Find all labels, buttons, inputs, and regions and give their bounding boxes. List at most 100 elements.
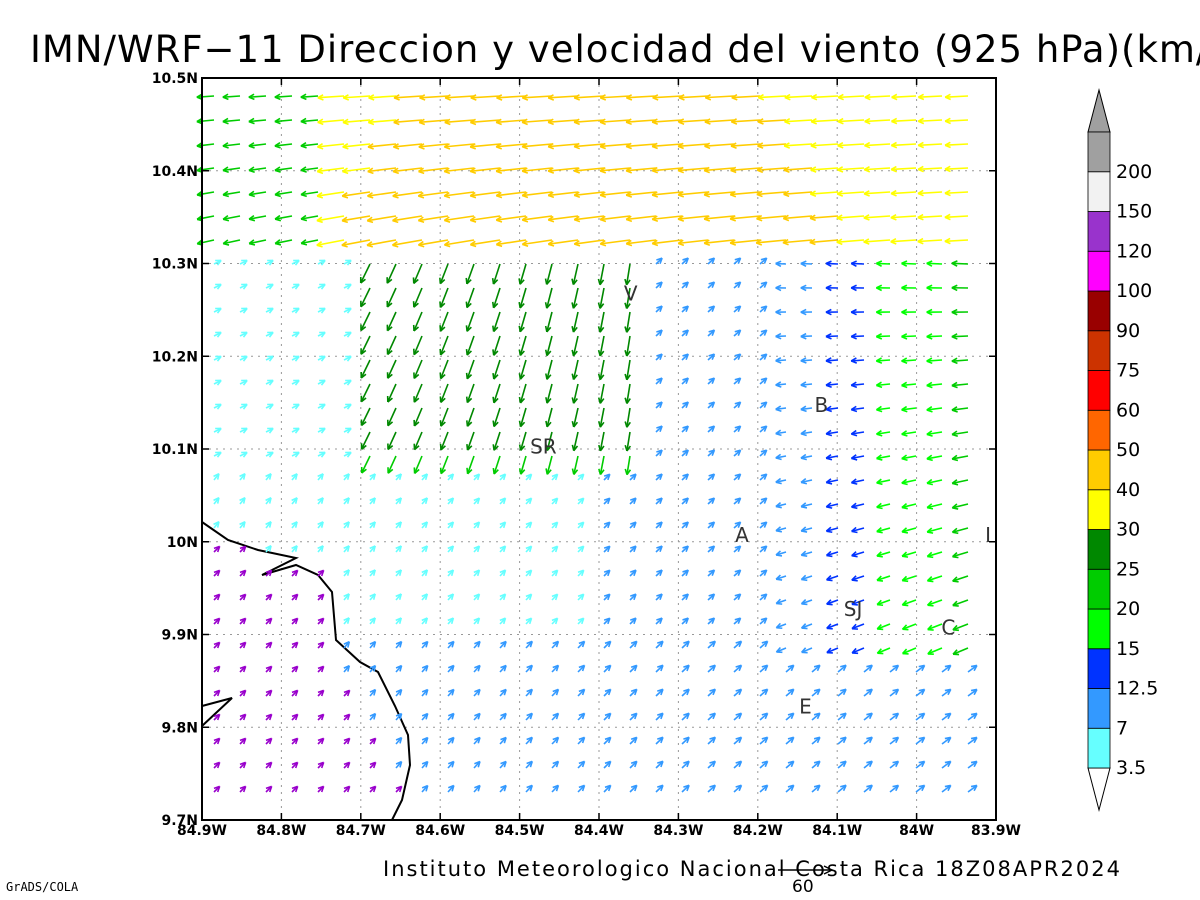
wind-vector xyxy=(274,117,293,125)
wind-vector xyxy=(678,94,709,101)
wind-vector xyxy=(759,281,768,289)
wind-vector xyxy=(412,287,423,308)
wind-vector xyxy=(343,259,352,266)
wind-vector xyxy=(444,118,475,126)
wind-vector xyxy=(755,239,787,246)
wind-vector xyxy=(599,191,631,198)
wind-vector xyxy=(547,142,579,150)
wind-vector xyxy=(368,94,397,101)
colorbar-swatch xyxy=(1087,131,1111,173)
wind-vector xyxy=(681,281,689,289)
wind-vector xyxy=(521,239,553,247)
wind-vector xyxy=(547,215,579,223)
wind-vector xyxy=(901,260,917,267)
wind-vector xyxy=(825,405,839,413)
wind-vector xyxy=(951,333,969,340)
wind-vector xyxy=(469,143,501,150)
wind-vector xyxy=(875,284,891,292)
wind-vector xyxy=(518,311,527,333)
wind-vector xyxy=(917,213,943,221)
wind-vector xyxy=(392,215,423,224)
wind-vector xyxy=(729,215,761,222)
wind-vector xyxy=(213,259,222,266)
wind-vector xyxy=(837,117,865,125)
wind-vector xyxy=(495,239,527,248)
wind-vector xyxy=(891,93,917,101)
wind-vector xyxy=(469,118,501,126)
wind-vector xyxy=(492,311,501,333)
colorbar-label: 75 xyxy=(1116,360,1140,382)
wind-vector xyxy=(625,94,657,101)
wind-vector xyxy=(291,331,300,338)
wind-vector xyxy=(222,117,241,125)
wind-vector xyxy=(775,332,787,340)
colorbar-swatch xyxy=(1087,727,1111,769)
wind-vector xyxy=(782,238,813,246)
wind-vector xyxy=(343,283,352,290)
wind-vector xyxy=(495,142,527,150)
wind-vector xyxy=(775,284,787,292)
wind-vector xyxy=(655,377,663,385)
wind-vector xyxy=(759,257,768,265)
wind-vector xyxy=(213,283,222,290)
wind-vector xyxy=(518,359,527,380)
coastline xyxy=(201,521,412,821)
wind-vector xyxy=(386,383,397,403)
colorbar-swatch xyxy=(1087,370,1111,411)
reference-vector-label: 60 xyxy=(792,877,814,897)
wind-vector xyxy=(465,287,475,309)
wind-vector xyxy=(651,215,683,223)
colorbar-swatch xyxy=(1087,171,1111,212)
wind-vector xyxy=(875,260,891,267)
wind-vector xyxy=(545,383,553,404)
wind-vector xyxy=(729,239,761,246)
wind-vector xyxy=(466,407,475,427)
wind-vector xyxy=(890,141,917,149)
wind-vector xyxy=(545,407,553,428)
wind-vector xyxy=(367,191,397,199)
wind-vector xyxy=(703,190,735,198)
wind-vector xyxy=(317,307,326,314)
wind-vector xyxy=(759,401,768,409)
colorbar-label: 15 xyxy=(1116,638,1140,660)
wind-vector xyxy=(875,308,891,316)
colorbar-label: 50 xyxy=(1116,439,1140,461)
wind-vector xyxy=(926,333,943,340)
wind-vector xyxy=(651,166,683,174)
wind-vector xyxy=(571,287,579,309)
wind-vector xyxy=(316,191,345,199)
wind-vector xyxy=(681,257,689,265)
wind-vector xyxy=(850,284,865,292)
colorbar-swatch xyxy=(1087,409,1111,451)
wind-vector xyxy=(800,405,813,413)
wind-vector xyxy=(901,381,917,389)
wind-vector xyxy=(917,189,943,197)
wind-vector xyxy=(809,190,839,198)
wind-vector xyxy=(573,191,605,199)
wind-vector xyxy=(655,305,663,313)
wind-vector xyxy=(518,407,527,428)
wind-vector xyxy=(800,357,813,364)
wind-vector xyxy=(366,215,397,224)
wind-vector xyxy=(222,215,241,222)
wind-vector xyxy=(491,287,501,309)
wind-vector xyxy=(890,165,917,173)
wind-vector xyxy=(625,118,657,126)
wind-vector xyxy=(810,166,839,173)
wind-vector xyxy=(265,403,274,410)
wind-vector xyxy=(360,383,371,403)
wind-vector xyxy=(850,357,865,364)
wind-vector xyxy=(951,260,969,267)
wind-vector xyxy=(521,94,553,101)
wind-vector xyxy=(496,94,527,101)
wind-vector xyxy=(733,305,742,313)
wind-vector xyxy=(863,190,891,197)
colorbar-label: 30 xyxy=(1116,519,1140,541)
wind-vector xyxy=(300,93,319,101)
wind-vector xyxy=(759,377,768,385)
wind-vector xyxy=(367,118,397,126)
wind-vector xyxy=(681,353,689,361)
wind-vector xyxy=(386,263,397,284)
wind-vector xyxy=(248,190,267,198)
colorbar-label: 100 xyxy=(1116,280,1152,302)
